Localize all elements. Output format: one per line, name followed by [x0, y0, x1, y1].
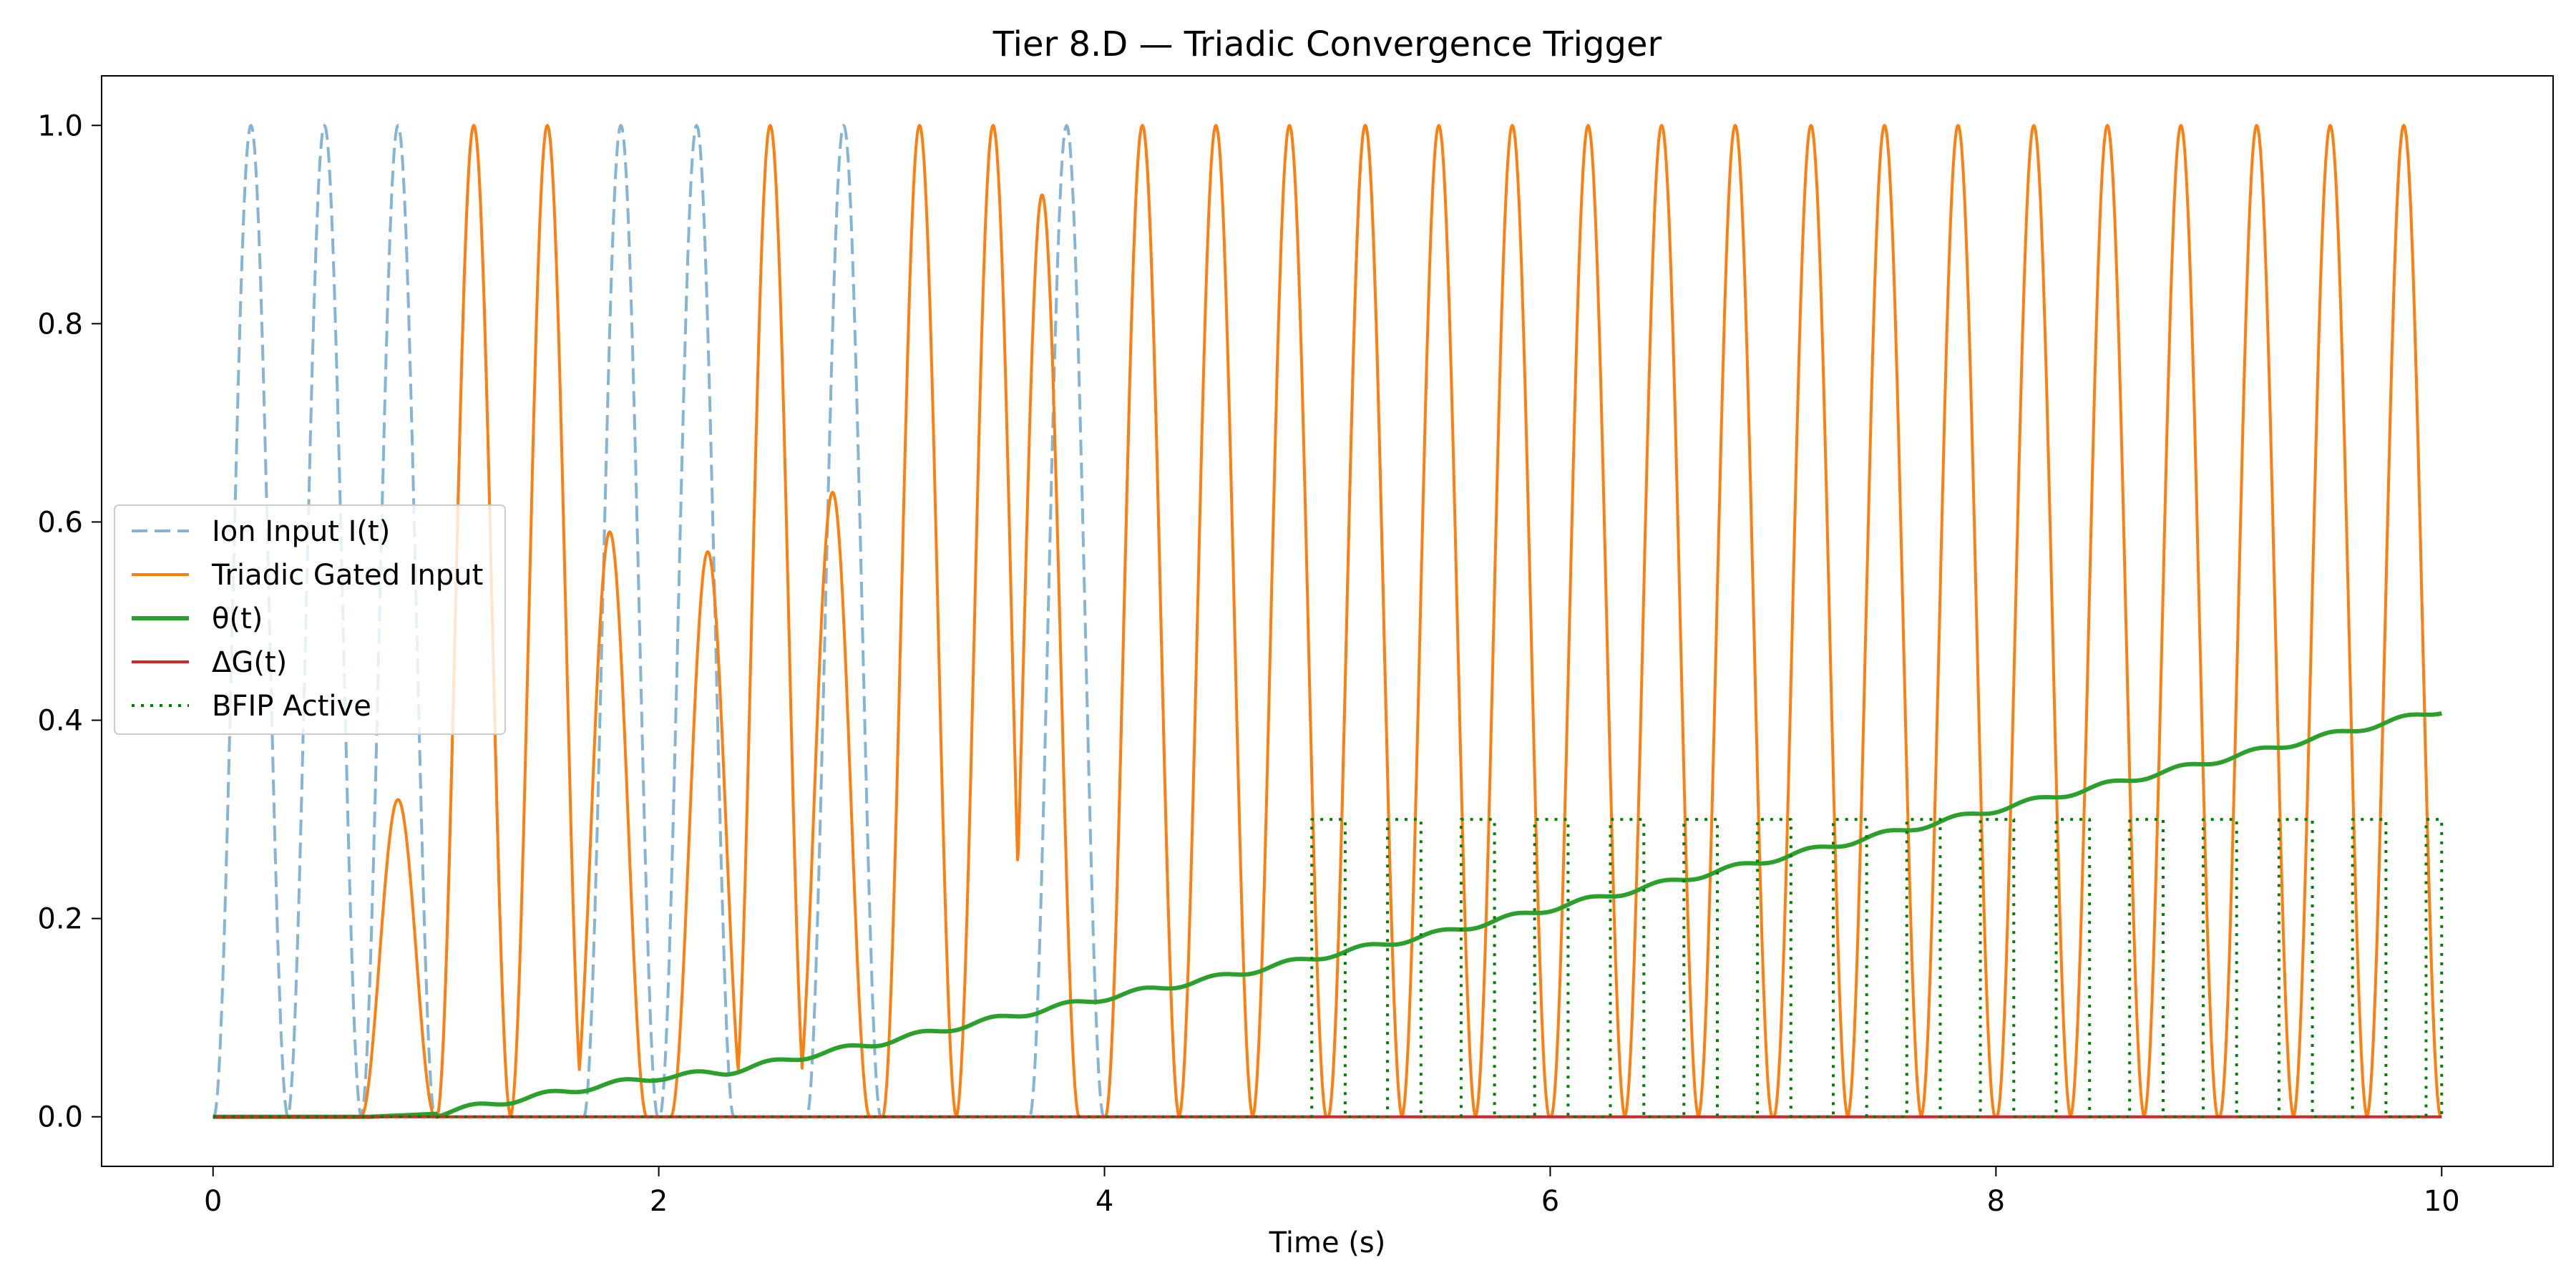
x-tick-label: 2: [650, 1185, 668, 1218]
chart-title: Tier 8.D — Triadic Convergence Trigger: [992, 24, 1662, 64]
y-tick-label: 0.4: [37, 705, 83, 738]
y-tick-label: 0.8: [37, 308, 83, 341]
x-tick-label: 10: [2424, 1185, 2460, 1218]
x-tick-label: 4: [1096, 1185, 1113, 1218]
y-tick-label: 1.0: [37, 109, 83, 142]
legend-box: [114, 504, 506, 735]
legend-label: ΔG(t): [212, 646, 287, 679]
series-line-4: [213, 818, 2444, 1118]
x-tick-label: 6: [1541, 1185, 1559, 1218]
x-axis-label: Time (s): [1269, 1226, 1386, 1259]
legend: Ion Input I(t) Triadic Gated Input θ(t) ΔG(…: [114, 504, 506, 735]
plot-frame: [101, 75, 2554, 1167]
series-line-2: [211, 711, 2444, 1119]
legend-label: BFIP Active: [212, 690, 371, 723]
y-axis: 0.0 0.2 0.4 0.6 0.8 1.0: [37, 109, 102, 1134]
x-tick-label: 0: [204, 1185, 222, 1218]
x-axis: 0 2 4 6 8 10: [204, 1166, 2460, 1218]
legend-label: θ(t): [212, 602, 263, 635]
y-tick-label: 0.0: [37, 1101, 83, 1134]
y-tick-label: 0.2: [37, 903, 83, 936]
legend-label: Triadic Gated Input: [211, 559, 483, 592]
y-tick-label: 0.6: [37, 506, 83, 539]
legend-label: Ion Input I(t): [212, 515, 390, 548]
x-tick-label: 8: [1987, 1185, 2005, 1218]
